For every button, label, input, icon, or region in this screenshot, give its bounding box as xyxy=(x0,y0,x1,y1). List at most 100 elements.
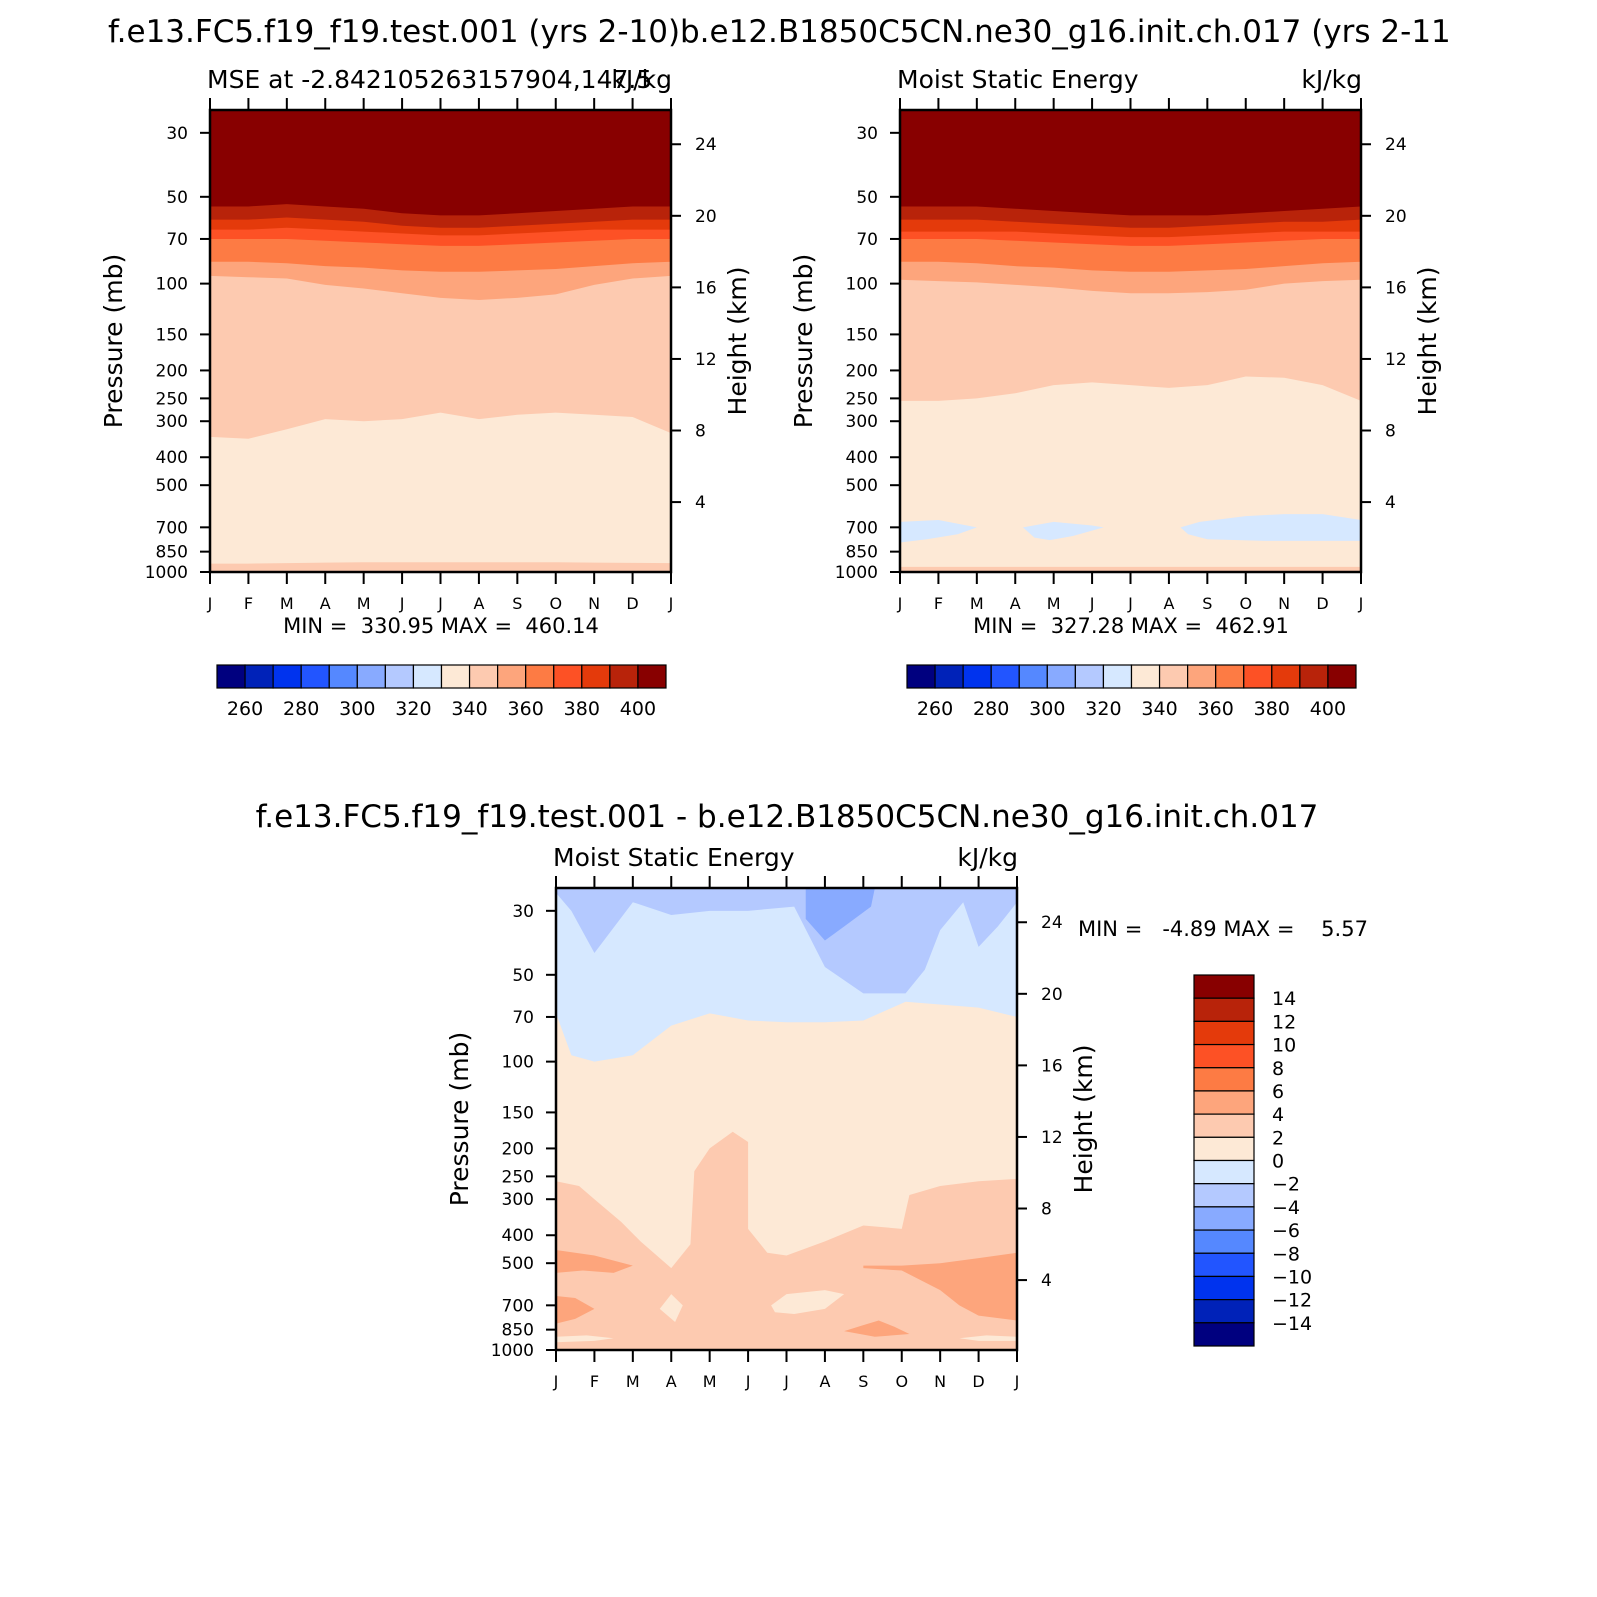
x-tick-label: J xyxy=(437,594,443,613)
colorbar-label: 400 xyxy=(620,698,656,720)
y2-tick-label: 12 xyxy=(1385,350,1407,370)
panel-variable-label: Moist Static Energy xyxy=(897,65,1139,94)
colorbar-swatch xyxy=(1018,664,1048,689)
y-tick-label: 70 xyxy=(166,230,188,250)
y-tick-label: 1000 xyxy=(491,1341,534,1361)
x-tick-label: D xyxy=(1316,594,1328,613)
colorbar-swatch xyxy=(962,664,992,689)
colorbar-swatch xyxy=(553,664,583,689)
colorbar-swatch xyxy=(1193,1043,1255,1069)
colorbar-swatch xyxy=(906,664,936,689)
colorbar-label: −12 xyxy=(1272,1290,1312,1312)
y2-tick-label: 4 xyxy=(695,493,706,513)
colorbar-label: 0 xyxy=(1272,1151,1284,1173)
y-tick-label: 1000 xyxy=(835,563,878,583)
panel-unit-label: kJ/kg xyxy=(1301,65,1362,94)
min-max-label: MIN = -4.89 MAX = 5.57 xyxy=(1078,917,1368,941)
colorbar-swatch xyxy=(525,664,555,689)
contour-band xyxy=(210,562,671,572)
colorbar-label: 320 xyxy=(395,698,431,720)
colorbar-swatch xyxy=(1193,1183,1255,1208)
x-tick-label: D xyxy=(972,1372,984,1391)
x-tick-label: N xyxy=(1278,594,1290,613)
colorbar: 260 280 300 320 340 360 380 400 xyxy=(216,664,667,720)
plot-area xyxy=(900,110,1361,572)
x-tick-label: S xyxy=(512,594,522,613)
colorbar-label: −2 xyxy=(1272,1174,1300,1196)
x-tick-label: M xyxy=(280,594,294,613)
x-tick-label: D xyxy=(626,594,638,613)
panel-unit-label: kJ/kg xyxy=(957,843,1018,872)
x-tick-label: M xyxy=(970,594,984,613)
y-tick-label: 500 xyxy=(846,476,878,496)
colorbar-label: −10 xyxy=(1272,1266,1312,1288)
colorbar-swatch xyxy=(1193,974,1255,999)
y-tick-label: 400 xyxy=(846,448,878,468)
x-tick-label: N xyxy=(934,1372,946,1391)
y2-tick-label: 8 xyxy=(1385,422,1396,442)
y-tick-label: 70 xyxy=(856,230,878,250)
colorbar-swatch xyxy=(1193,997,1255,1022)
colorbar-label: 260 xyxy=(227,698,263,720)
x-tick-label: M xyxy=(357,594,371,613)
x-tick-label: A xyxy=(666,1372,677,1391)
x-tick-label: F xyxy=(244,594,253,613)
colorbar-label: −8 xyxy=(1272,1243,1300,1265)
x-tick-label: O xyxy=(549,594,562,613)
contour-region xyxy=(556,1335,614,1343)
y2-tick-label: 12 xyxy=(695,350,717,370)
y-tick-label: 1000 xyxy=(145,563,188,583)
x-tick-label: S xyxy=(1202,594,1212,613)
y-tick-label: 150 xyxy=(156,325,188,345)
colorbar-label: 14 xyxy=(1272,988,1296,1010)
colorbar-label: 260 xyxy=(917,698,953,720)
x-tick-label: J xyxy=(553,1372,559,1391)
contour-region xyxy=(844,1320,910,1337)
colorbar-swatch xyxy=(581,664,611,689)
y2-tick-label: 16 xyxy=(1385,278,1407,298)
colorbar-label: −4 xyxy=(1272,1197,1300,1219)
colorbar-label: 360 xyxy=(508,698,544,720)
colorbar-swatch xyxy=(328,664,358,689)
x-tick-label: S xyxy=(858,1372,868,1391)
colorbar-label: −14 xyxy=(1272,1313,1312,1335)
contour-region xyxy=(805,888,875,941)
y-tick-label: 400 xyxy=(502,1226,534,1246)
colorbar-swatch xyxy=(1193,1206,1255,1231)
colorbar-swatch xyxy=(440,664,471,689)
y-tick-label: 30 xyxy=(166,124,188,144)
x-tick-label: J xyxy=(668,594,674,613)
x-tick-label: J xyxy=(745,1372,751,1391)
colorbar-swatch xyxy=(1193,1113,1255,1138)
plot-area xyxy=(556,888,1017,1350)
colorbar-swatch xyxy=(1215,664,1245,689)
y2-tick-label: 12 xyxy=(1041,1128,1063,1148)
y2-axis-label: Height (km) xyxy=(1413,267,1442,416)
colorbar-label: 360 xyxy=(1198,698,1234,720)
x-tick-label: A xyxy=(819,1372,830,1391)
y-tick-label: 700 xyxy=(846,518,878,538)
y2-tick-label: 20 xyxy=(1385,207,1407,227)
colorbar-swatch xyxy=(1102,664,1133,689)
colorbar-label: 380 xyxy=(1254,698,1290,720)
min-max-label: MIN = 327.28 MAX = 462.91 xyxy=(973,614,1289,638)
y-tick-label: 700 xyxy=(502,1296,534,1316)
colorbar-label: 380 xyxy=(564,698,600,720)
x-tick-label: F xyxy=(590,1372,599,1391)
y-tick-label: 400 xyxy=(156,448,188,468)
x-tick-label: A xyxy=(473,594,484,613)
colorbar-swatch xyxy=(934,664,964,689)
contour-region xyxy=(1022,521,1104,541)
colorbar-swatch xyxy=(216,664,246,689)
y-tick-label: 850 xyxy=(156,543,188,563)
y2-tick-label: 16 xyxy=(1041,1056,1063,1076)
y-tick-label: 30 xyxy=(512,902,534,922)
contour-region xyxy=(900,519,977,543)
colorbar-label: 320 xyxy=(1085,698,1121,720)
colorbar-swatch xyxy=(1271,664,1301,689)
y-tick-label: 700 xyxy=(156,518,188,538)
left-panel-case-title: f.e13.FC5.f19_f19.test.001 (yrs 2-10) xyxy=(108,14,680,50)
y-tick-label: 850 xyxy=(502,1321,534,1341)
contour-band xyxy=(900,376,1361,572)
